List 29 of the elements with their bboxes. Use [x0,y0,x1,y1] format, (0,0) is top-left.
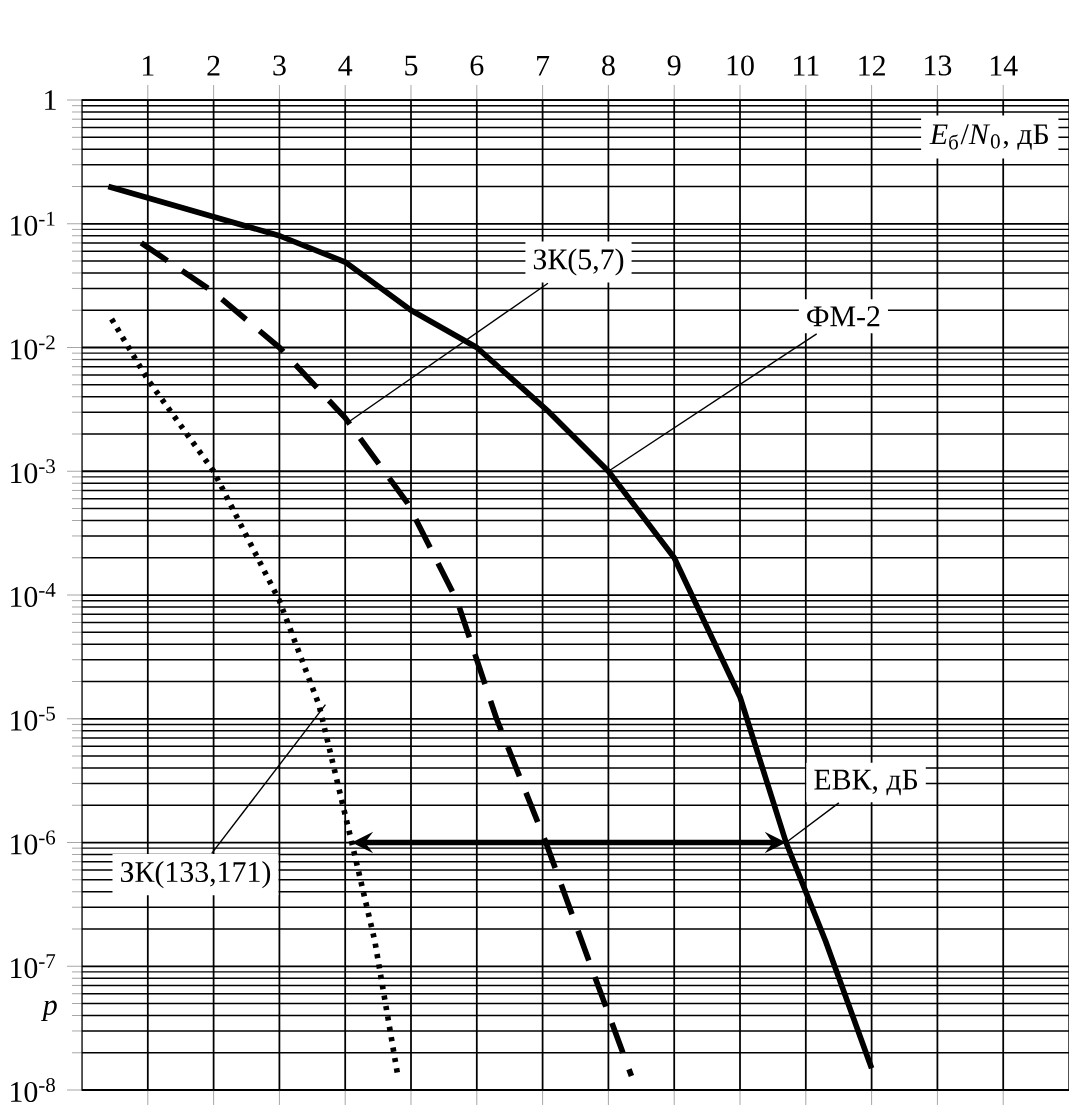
y-tick-label: 10$^{-4}$ [11,583,56,607]
y-tick-label: 1 [45,90,56,110]
annotation: ЗК(5,7) [533,248,624,276]
x-tick-label: 8 [602,55,615,76]
x-tick-label: 11 [794,55,819,76]
x-tick-label: 13 [925,55,952,76]
x-tick-label: 14 [990,55,1018,76]
x-tick-label: 5 [405,55,418,76]
y-tick-label: 10$^{-3}$ [11,459,55,484]
x-axis-title: E$_{б}$/N$_{0}$, дБ [929,124,1048,150]
annotation: ФМ-2 [807,306,880,327]
x-tick-label: 10 [727,55,754,76]
x-tick-label: 1 [142,55,154,76]
x-tick-label: 2 [207,55,220,76]
x-tick-label: 3 [273,55,286,76]
y-tick-label: 10$^{-2}$ [11,335,55,360]
y-tick-label: 10$^{-8}$ [11,1077,55,1103]
x-tick-label: 6 [470,55,484,76]
y-tick-label: 10$^{-1}$ [11,211,55,236]
x-tick-label: 12 [859,55,885,76]
annotation: ЕВК, дБ [814,769,918,796]
x-tick-label: 9 [667,55,681,76]
annotation: ЗК(133,171) [120,861,271,889]
x-tick-label: 7 [537,55,550,76]
y-tick-label: 10$^{-6}$ [11,830,56,855]
y-axis-title: p [41,1000,57,1021]
y-tick-label: 10$^{-5}$ [11,706,55,731]
x-tick-label: 4 [338,55,353,76]
y-tick-label: 10$^{-7}$ [11,954,56,979]
